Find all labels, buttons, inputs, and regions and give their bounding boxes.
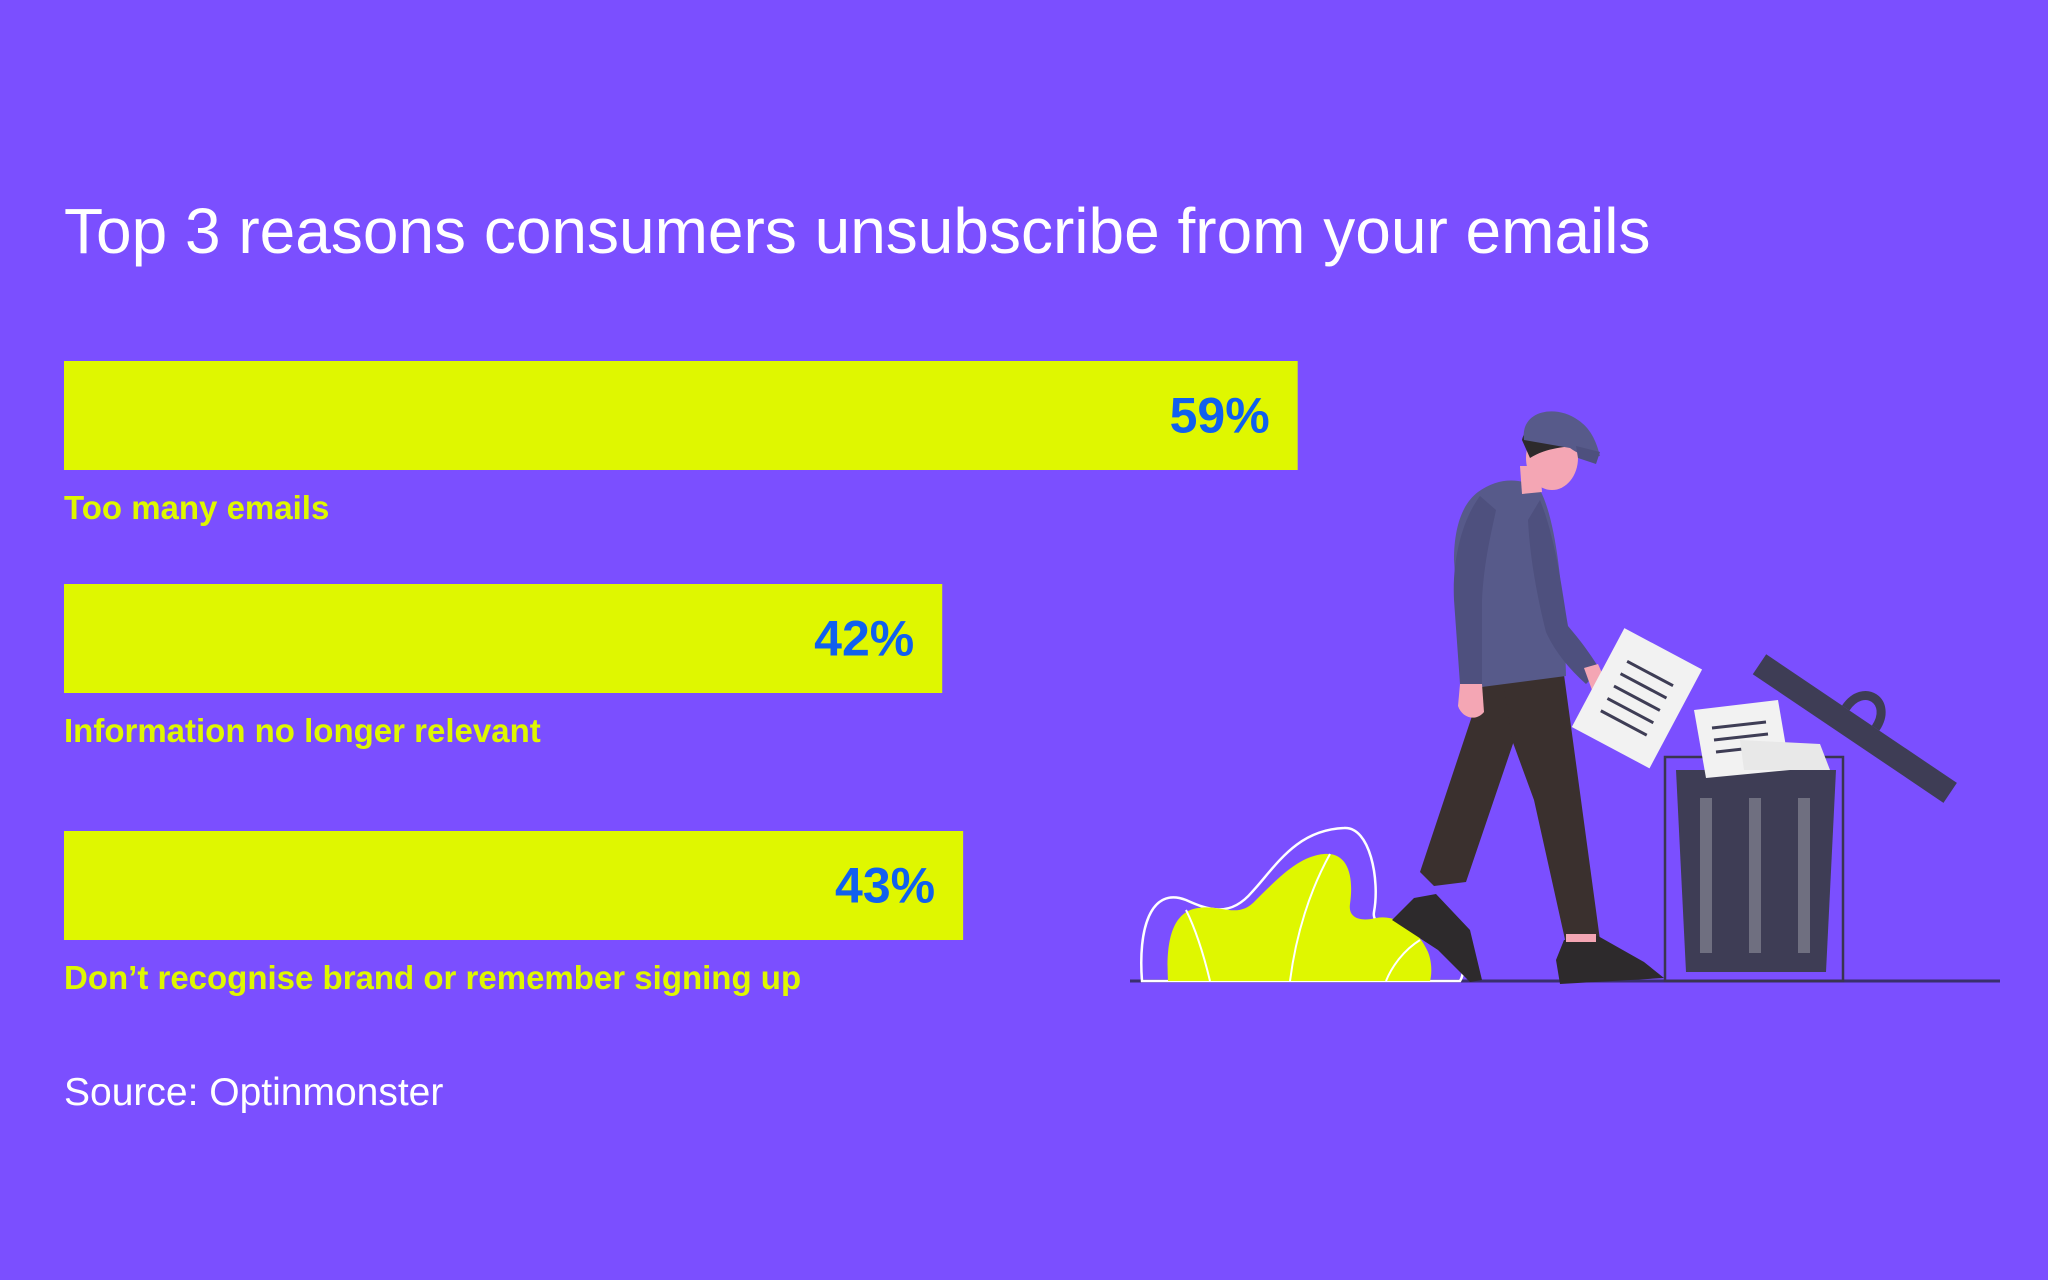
source-note: Source: Optinmonster xyxy=(64,1071,444,1114)
trash-can-icon xyxy=(1663,654,1957,983)
category-label-3: Don’t recognise brand or remember signin… xyxy=(64,959,801,996)
bar-2 xyxy=(64,584,943,693)
person-icon xyxy=(1392,411,1703,984)
category-label-2: Information no longer relevant xyxy=(64,712,541,749)
bar-3 xyxy=(64,831,964,940)
category-label-1: Too many emails xyxy=(64,489,329,526)
bar-1 xyxy=(64,361,1298,470)
chart-title: Top 3 reasons consumers unsubscribe from… xyxy=(64,195,1651,267)
bar-value-label-2: 42% xyxy=(814,611,914,667)
bar-value-label-1: 59% xyxy=(1170,388,1270,444)
bar-value-label-3: 43% xyxy=(835,858,935,914)
